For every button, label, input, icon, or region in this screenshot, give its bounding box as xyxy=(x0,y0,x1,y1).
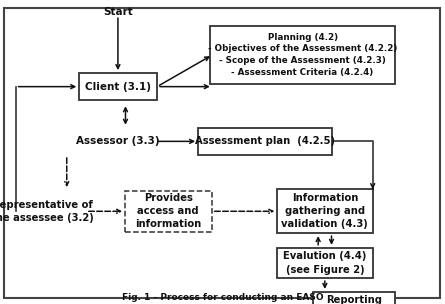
Text: Assessor (3.3): Assessor (3.3) xyxy=(76,136,160,146)
FancyBboxPatch shape xyxy=(277,248,372,278)
FancyBboxPatch shape xyxy=(277,189,372,233)
Text: Fig. 1 - Process for conducting an EASO: Fig. 1 - Process for conducting an EASO xyxy=(121,293,324,302)
Text: Start: Start xyxy=(103,7,133,17)
FancyBboxPatch shape xyxy=(313,292,395,304)
Text: Assessment plan  (4.2.5): Assessment plan (4.2.5) xyxy=(195,136,335,146)
Text: Planning (4.2)
- Objectives of the Assessment (4.2.2)
- Scope of the Assessment : Planning (4.2) - Objectives of the Asses… xyxy=(208,33,397,77)
Text: Reporting
(clause 5): Reporting (clause 5) xyxy=(326,295,382,304)
FancyBboxPatch shape xyxy=(210,26,395,84)
Text: Evalution (4.4)
(see Figure 2): Evalution (4.4) (see Figure 2) xyxy=(283,251,367,275)
Text: Provides
access and
information: Provides access and information xyxy=(135,193,201,230)
FancyBboxPatch shape xyxy=(125,191,212,232)
Text: Representative of
the assessee (3.2): Representative of the assessee (3.2) xyxy=(0,200,93,223)
FancyBboxPatch shape xyxy=(198,128,332,155)
FancyBboxPatch shape xyxy=(79,73,157,100)
Text: Client (3.1): Client (3.1) xyxy=(85,82,151,92)
Text: Information
gathering and
validation (4.3): Information gathering and validation (4.… xyxy=(282,193,368,230)
